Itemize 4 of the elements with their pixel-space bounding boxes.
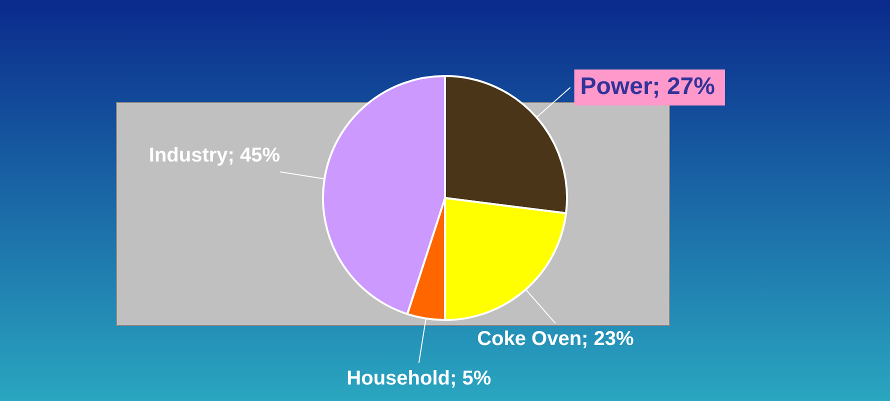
slice-label: Power; 27%: [580, 73, 715, 100]
slice-label: Coke Oven; 23%: [477, 328, 634, 350]
slice-label: Industry; 45%: [148, 144, 280, 166]
slice-label: Household; 5%: [346, 367, 492, 390]
